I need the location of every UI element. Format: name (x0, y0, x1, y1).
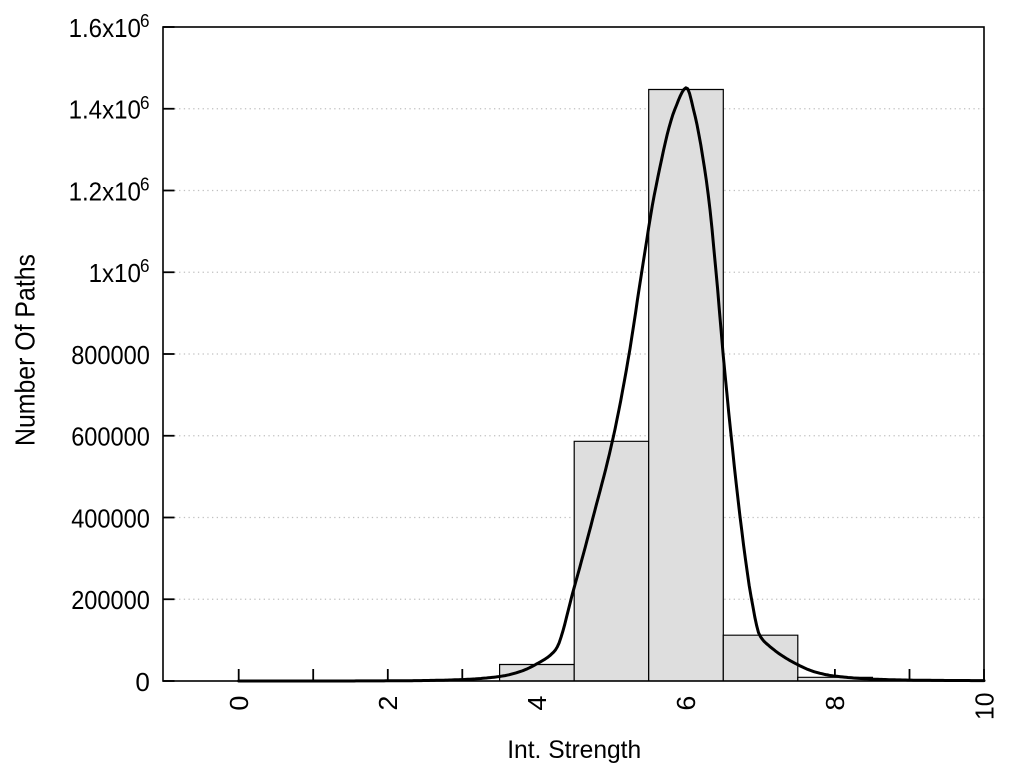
svg-text:1.4x10: 1.4x10 (69, 95, 141, 125)
svg-text:1x10: 1x10 (89, 258, 141, 288)
svg-text:10: 10 (969, 693, 999, 721)
svg-text:Int. Strength: Int. Strength (507, 736, 641, 764)
svg-text:0: 0 (135, 667, 150, 697)
svg-text:6: 6 (140, 256, 150, 276)
svg-text:4: 4 (522, 696, 552, 711)
svg-text:6: 6 (140, 93, 150, 113)
svg-text:600000: 600000 (71, 422, 150, 452)
svg-text:Number Of Paths: Number Of Paths (9, 254, 40, 446)
svg-text:8: 8 (820, 696, 850, 711)
svg-text:1.2x10: 1.2x10 (69, 176, 141, 206)
svg-text:6: 6 (140, 175, 150, 195)
svg-text:1.6x10: 1.6x10 (69, 13, 141, 43)
svg-text:400000: 400000 (71, 503, 150, 533)
svg-text:0: 0 (224, 696, 254, 711)
svg-text:6: 6 (671, 696, 701, 711)
svg-text:200000: 200000 (71, 585, 150, 615)
svg-text:6: 6 (140, 11, 150, 31)
svg-text:2: 2 (373, 696, 403, 711)
svg-text:800000: 800000 (71, 340, 150, 370)
